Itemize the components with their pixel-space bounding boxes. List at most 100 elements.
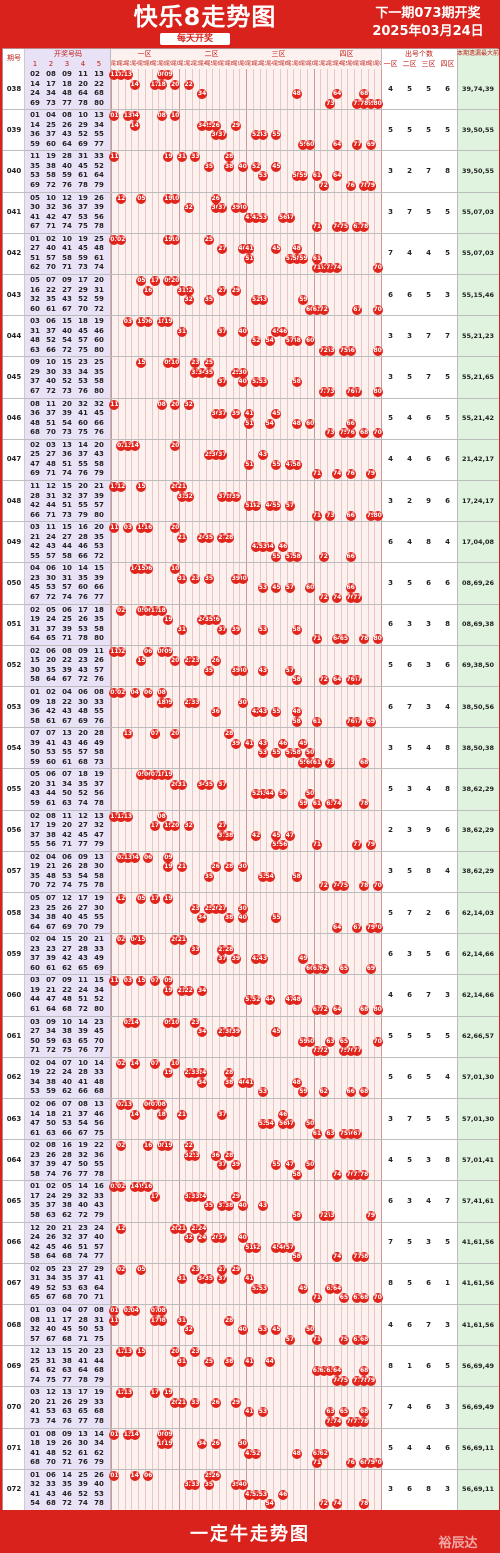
number-ball: 63 bbox=[325, 1366, 336, 1377]
drawn-number: 30 bbox=[94, 862, 104, 871]
drawn-number: 20 bbox=[30, 1397, 40, 1406]
number-ball: 31 bbox=[176, 1356, 187, 1367]
drawn-number: 67 bbox=[78, 1128, 88, 1137]
zone-count: 6 bbox=[445, 1444, 450, 1453]
number-ball: 50 bbox=[305, 1119, 316, 1129]
drawn-number: 17 bbox=[78, 605, 88, 614]
drawn-number: 02 bbox=[30, 1058, 40, 1067]
drawn-number: 74 bbox=[62, 222, 72, 231]
number-ball: 34 bbox=[197, 1077, 208, 1088]
number-ball: 12 bbox=[116, 1223, 127, 1234]
number-ball: 45 bbox=[271, 830, 282, 841]
header-number-col: 4 bbox=[80, 60, 86, 68]
drawn-number: 76 bbox=[78, 1046, 88, 1055]
drawn-number: 27 bbox=[46, 450, 56, 459]
number-ball: 22 bbox=[183, 79, 194, 90]
drawn-number: 74 bbox=[46, 1416, 56, 1425]
drawn-number: 78 bbox=[94, 1416, 104, 1425]
number-ball: 35 bbox=[203, 1480, 214, 1491]
drawn-numbers-line: 42 44 51 55 57 bbox=[27, 501, 107, 510]
drawn-number: 37 bbox=[46, 624, 56, 633]
zone-count: 4 bbox=[426, 249, 431, 258]
drawn-number: 70 bbox=[46, 263, 56, 272]
number-ball: 71 bbox=[311, 263, 322, 274]
number-ball: 38 bbox=[224, 830, 235, 841]
number-ball: 15 bbox=[136, 317, 147, 328]
issue-number: 042 bbox=[6, 249, 22, 258]
number-ball: 29 bbox=[230, 1191, 241, 1202]
drawn-number: 51 bbox=[78, 1242, 88, 1251]
number-ball: 50 bbox=[305, 1325, 316, 1335]
zone-count: 6 bbox=[407, 1485, 412, 1494]
drawn-number: 42 bbox=[30, 1242, 40, 1251]
drawn-number: 52 bbox=[94, 161, 104, 170]
drawn-number: 02 bbox=[46, 688, 56, 696]
drawn-numbers-line: 24 26 32 37 40 bbox=[27, 1233, 107, 1242]
number-ball: 71 bbox=[311, 1458, 322, 1469]
number-ball: 47 bbox=[284, 212, 295, 223]
number-ball: 60 bbox=[305, 963, 316, 974]
drawn-number: 08 bbox=[46, 811, 56, 820]
header-tail: 尾6 bbox=[144, 61, 152, 67]
number-ball: 25 bbox=[203, 1470, 214, 1481]
drawn-number: 02 bbox=[30, 935, 40, 944]
drawn-numbers-line: 09 10 15 23 25 bbox=[27, 358, 107, 367]
drawn-numbers-line: 47 48 51 55 58 bbox=[27, 460, 107, 469]
drawn-number: 77 bbox=[62, 1375, 72, 1384]
number-ball: 60 bbox=[305, 583, 316, 594]
number-ball: 21 bbox=[176, 935, 187, 946]
drawn-number: 30 bbox=[78, 697, 88, 706]
number-ball: 40 bbox=[237, 1325, 248, 1335]
number-ball: 65 bbox=[338, 634, 349, 645]
drawn-number: 58 bbox=[46, 171, 56, 180]
number-ball: 63 bbox=[325, 1283, 336, 1294]
number-ball: 11 bbox=[109, 1315, 120, 1326]
number-ball: 19 bbox=[163, 193, 174, 204]
drawn-number: 14 bbox=[62, 1470, 72, 1479]
drawn-number: 67 bbox=[46, 1334, 56, 1343]
zone-count: 3 bbox=[426, 620, 431, 629]
drawn-number: 40 bbox=[46, 244, 56, 253]
number-ball: 62 bbox=[318, 1087, 329, 1098]
number-ball: 27 bbox=[217, 244, 228, 255]
zone-count: 6 bbox=[407, 1320, 412, 1329]
number-ball: 18 bbox=[156, 317, 167, 328]
drawn-number: 32 bbox=[62, 1233, 72, 1242]
drawn-number: 43 bbox=[62, 295, 72, 303]
zone-count: 4 bbox=[426, 1196, 431, 1205]
period-row: 0430507091720050709172016222729311622272… bbox=[3, 275, 499, 317]
zone-count: 8 bbox=[445, 1155, 450, 1164]
number-ball: 32 bbox=[183, 821, 194, 832]
number-ball: 41 bbox=[244, 409, 255, 420]
number-ball: 71 bbox=[311, 634, 322, 645]
drawn-number: 14 bbox=[30, 79, 40, 88]
number-ball: 31 bbox=[176, 1315, 187, 1326]
drawn-number: 50 bbox=[62, 789, 72, 798]
number-ball: 45 bbox=[271, 1027, 282, 1038]
number-ball: 24 bbox=[197, 615, 208, 626]
drawn-numbers-line: 42 45 46 51 57 bbox=[27, 1243, 107, 1252]
drawn-number: 42 bbox=[30, 501, 40, 509]
number-ball: 76 bbox=[345, 180, 356, 191]
drawn-number: 42 bbox=[46, 707, 56, 715]
number-ball: 27 bbox=[217, 903, 228, 914]
max-omission-numbers: 41,61,56 bbox=[461, 1320, 495, 1329]
drawn-numbers-line: 29 30 33 34 35 bbox=[27, 368, 107, 377]
drawn-number: 48 bbox=[62, 995, 72, 1004]
drawn-number: 69 bbox=[78, 139, 88, 148]
drawn-number: 72 bbox=[62, 345, 72, 354]
drawn-number: 23 bbox=[30, 1150, 40, 1159]
header-counts: 出号个数 bbox=[405, 50, 433, 58]
number-ball: 11 bbox=[109, 399, 120, 410]
number-ball: 07 bbox=[149, 1306, 160, 1316]
drawn-number: 20 bbox=[94, 523, 104, 532]
drawn-number: 57 bbox=[62, 583, 72, 592]
drawn-numbers-line: 02 04 07 10 14 bbox=[27, 1059, 107, 1068]
zone-count: 6 bbox=[407, 661, 412, 670]
zone-count: 6 bbox=[407, 990, 412, 999]
drawn-number: 48 bbox=[30, 418, 40, 427]
counts-column bbox=[381, 49, 457, 1511]
header-count-zone: 二区 bbox=[402, 60, 417, 68]
number-ball: 57 bbox=[284, 551, 295, 562]
number-ball: 39 bbox=[230, 624, 241, 635]
